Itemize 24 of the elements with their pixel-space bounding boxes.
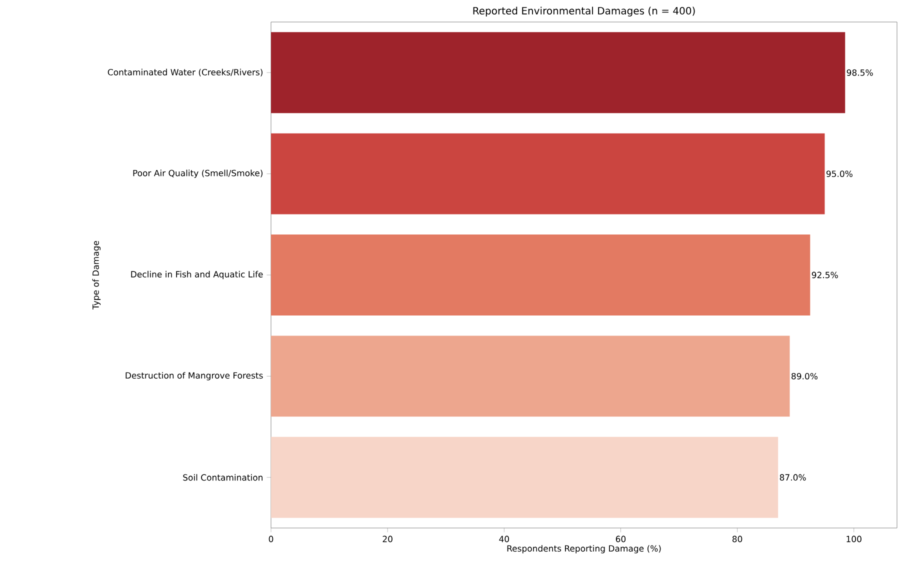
y-tick-label: Decline in Fish and Aquatic Life [131, 270, 263, 280]
data-label: 87.0% [780, 474, 806, 481]
bar [271, 133, 825, 214]
x-tick-label: 20 [382, 536, 392, 542]
data-label: 92.5% [812, 272, 838, 278]
y-tick-label: Destruction of Mangrove Forests [126, 372, 263, 380]
x-tick-label: 80 [732, 536, 742, 542]
y-tick-label: Contaminated Water (Creeks/Rivers) [108, 68, 262, 76]
y-tick-label: Soil Contamination [183, 474, 262, 481]
x-tick-label: 60 [616, 536, 626, 542]
y-axis-title: Type of Damage [92, 240, 101, 310]
bar [271, 32, 846, 114]
x-axis-title: Respondents Reporting Damage (%) [507, 545, 661, 554]
chart-title: Reported Environmental Damages (n = 400) [473, 6, 695, 16]
data-label: 95.0% [826, 170, 852, 178]
x-tick-label: 100 [846, 536, 862, 542]
data-label: 98.5% [846, 69, 873, 76]
y-tick-label: Poor Air Quality (Smell/Smoke) [133, 170, 262, 178]
bar [271, 234, 810, 316]
bar [271, 436, 778, 518]
x-tick-label: 0 [268, 536, 274, 542]
data-label: 89.0% [792, 372, 818, 380]
bar [271, 336, 790, 417]
x-tick-label: 40 [499, 536, 509, 542]
